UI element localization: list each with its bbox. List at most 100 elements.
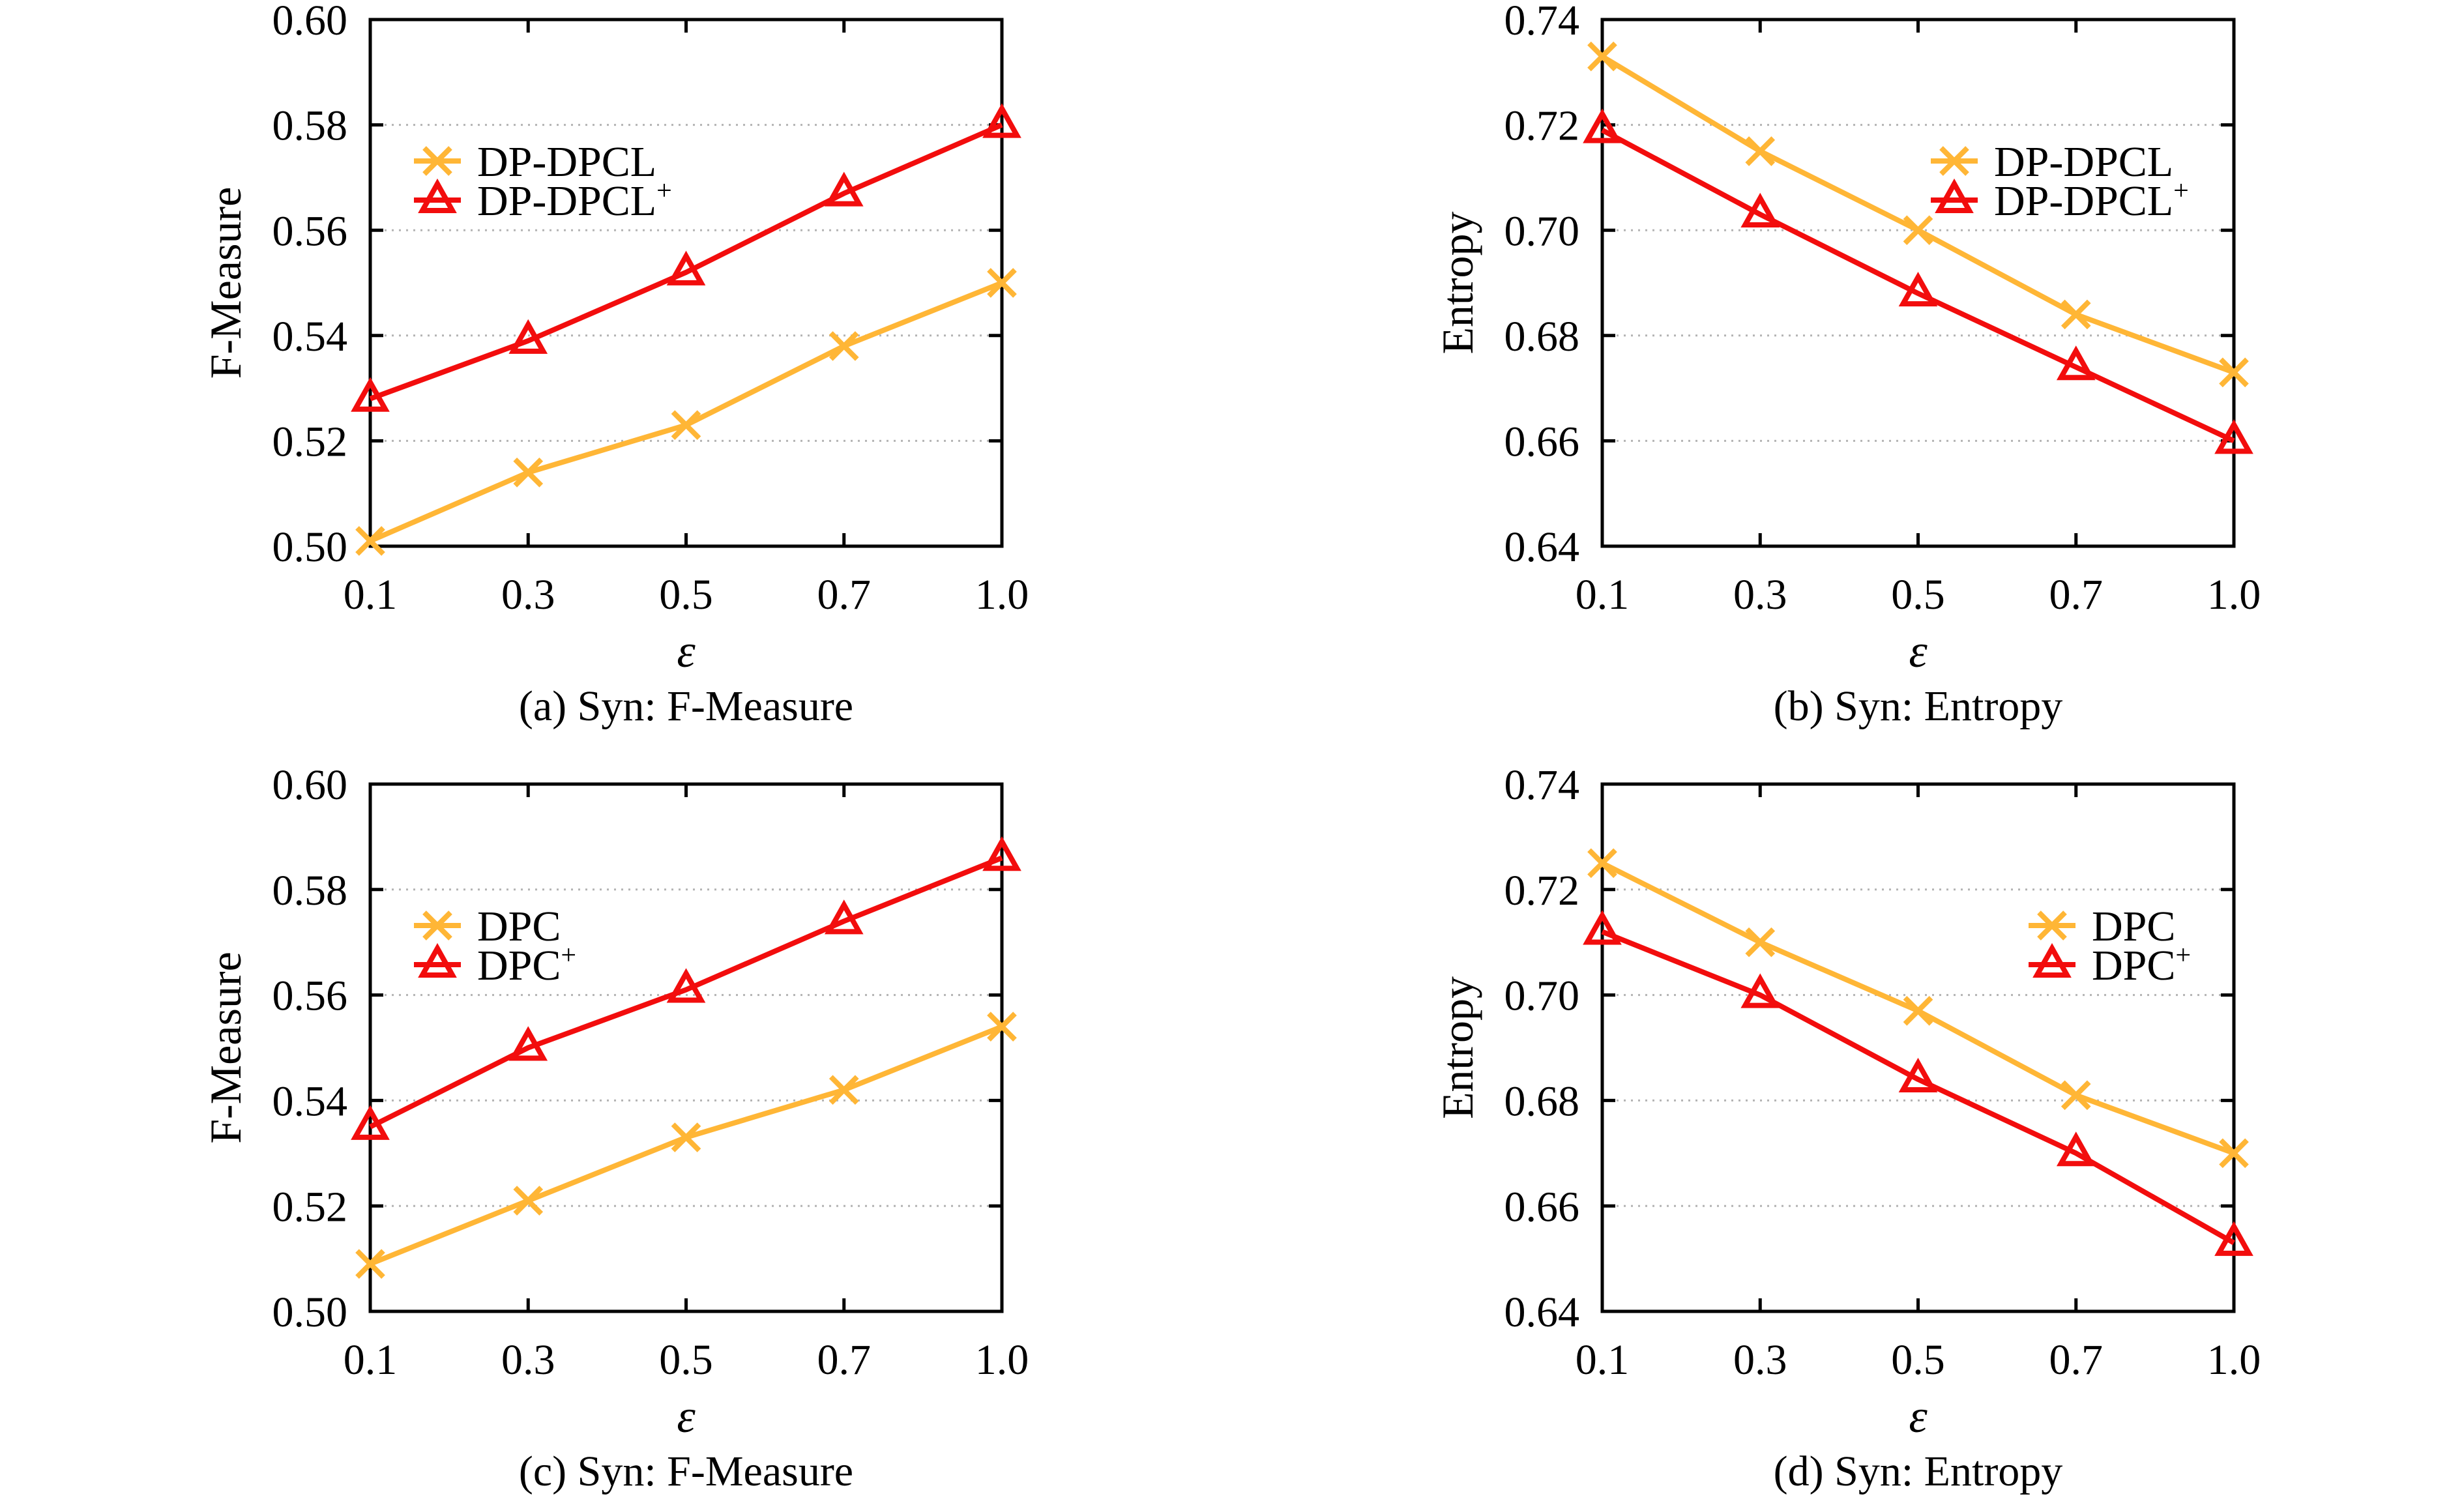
marker-triangle — [2056, 345, 2096, 381]
x-tick-label: 0.5 — [659, 1336, 713, 1384]
chart-a-syn-fmeasure: 0.50 0.52 0.54 0.56 0.58 0.60 0.1 0.3 0.5 0.7 1.0 F… — [201, 0, 1029, 677]
tick-marks — [1602, 20, 2234, 546]
series-line — [1601, 128, 2235, 444]
x-tick-label: 0.1 — [344, 1336, 398, 1384]
marker-triangle — [1740, 973, 1780, 1008]
y-tick-label: 0.56 — [272, 207, 348, 255]
marker-cross — [422, 911, 452, 941]
marker-cross — [422, 146, 452, 176]
series-line — [369, 1024, 1003, 1266]
chart-b-syn-entropy: 0.64 0.66 0.68 0.70 0.72 0.74 0.1 0.3 0.5 0.7 1.0 E… — [1433, 0, 2261, 677]
y-tick-labels: 0.64 0.66 0.68 0.70 0.72 0.74 — [1504, 0, 1580, 571]
y-tick-label: 0.68 — [1504, 1078, 1580, 1126]
legend-label: DPC — [2092, 903, 2175, 950]
x-tick-label: 1.0 — [2207, 571, 2261, 619]
marker-cross — [671, 1122, 701, 1152]
series-DPC — [1587, 848, 2249, 1169]
legend-label: DPC+ — [477, 941, 576, 989]
x-tick-labels: 0.1 0.3 0.5 0.7 1.0 — [1576, 571, 2261, 619]
marker-triangle — [824, 899, 864, 935]
marker-cross — [355, 1249, 385, 1279]
gridlines — [370, 888, 1002, 1207]
x-axis-label-epsilon: ε — [677, 1390, 696, 1442]
marker-triangle — [1740, 192, 1780, 227]
y-tick-label: 0.74 — [1504, 761, 1580, 809]
plot-border — [1600, 18, 2236, 548]
plot-border — [1600, 782, 2236, 1313]
marker-cross — [355, 526, 385, 556]
series-line — [369, 280, 1003, 544]
y-tick-label: 0.50 — [272, 1289, 348, 1336]
y-tick-label: 0.52 — [272, 418, 348, 466]
series-DPC — [355, 1012, 1017, 1279]
y-tick-label: 0.54 — [272, 1078, 348, 1126]
marker-cross — [2037, 911, 2067, 941]
y-axis-label: Entropy — [1433, 211, 1482, 354]
legend-label: DPC — [477, 903, 561, 950]
x-tick-labels: 0.1 0.3 0.5 0.7 1.0 — [344, 571, 1029, 619]
marker-triangle — [351, 1105, 390, 1140]
marker-cross — [2219, 357, 2249, 388]
y-tick-label: 0.68 — [1504, 313, 1580, 360]
x-tick-label: 0.1 — [1576, 571, 1630, 619]
marker-cross — [1745, 136, 1776, 166]
x-tick-label: 1.0 — [975, 571, 1029, 619]
marker-triangle — [824, 171, 864, 207]
marker-triangle — [508, 1026, 548, 1061]
marker-triangle — [1898, 1057, 1938, 1093]
marker-cross — [829, 331, 859, 361]
gridlines — [370, 124, 1002, 442]
y-tick-label: 0.72 — [1504, 102, 1580, 150]
marker-cross — [1745, 927, 1776, 957]
y-tick-label: 0.58 — [272, 102, 348, 150]
caption-d: (d) Syn: Entropy — [1773, 1448, 2063, 1495]
x-tick-label: 0.5 — [659, 571, 713, 619]
legend-label: DP-DPCL — [1994, 138, 2173, 186]
x-tick-label: 0.3 — [501, 571, 555, 619]
panel-d: 0.64 0.66 0.68 0.70 0.72 0.74 0.1 0.3 0.5 0.7 1.0 E… — [1232, 752, 2464, 1503]
tick-marks — [1602, 784, 2234, 1311]
panel-b: 0.64 0.66 0.68 0.70 0.72 0.74 0.1 0.3 0.5 0.7 1.0 E… — [1232, 0, 2464, 752]
panel-a: 0.50 0.52 0.54 0.56 0.58 0.60 0.1 0.3 0.5 0.7 1.0 F… — [0, 0, 1232, 752]
marker-cross — [987, 268, 1017, 298]
y-tick-label: 0.60 — [272, 0, 348, 44]
caption-b: (b) Syn: Entropy — [1773, 682, 2063, 730]
y-tick-label: 0.60 — [272, 761, 348, 809]
marker-cross — [1903, 996, 1933, 1026]
y-axis-label: Entropy — [1433, 976, 1482, 1119]
y-tick-label: 0.66 — [1504, 418, 1580, 466]
legend-label: DPC+ — [2092, 941, 2191, 989]
tick-marks — [370, 784, 1002, 1311]
legend-label: DP-DPCL+ — [477, 176, 672, 225]
y-tick-label: 0.66 — [1504, 1183, 1580, 1231]
y-tick-labels: 0.50 0.52 0.54 0.56 0.58 0.60 — [272, 0, 348, 571]
marker-cross — [987, 1012, 1017, 1042]
x-axis-label-epsilon: ε — [1909, 625, 1928, 677]
marker-cross — [829, 1075, 859, 1105]
x-tick-labels: 0.1 0.3 0.5 0.7 1.0 — [344, 1336, 1029, 1384]
legend-label: DP-DPCL+ — [1994, 176, 2189, 225]
x-tick-label: 0.7 — [2049, 1336, 2104, 1384]
marker-cross — [671, 410, 701, 440]
series-DP-DPCL+ — [1583, 108, 2253, 454]
y-axis-label: F-Measure — [201, 187, 250, 379]
marker-triangle — [2214, 1221, 2253, 1256]
x-tick-label: 0.1 — [344, 571, 398, 619]
marker-triangle — [982, 103, 1021, 138]
y-tick-label: 0.64 — [1504, 1289, 1580, 1336]
y-tick-label: 0.58 — [272, 867, 348, 914]
series-DP-DPCL — [355, 268, 1017, 556]
x-tick-label: 0.3 — [1733, 571, 1787, 619]
chart-c-syn-fmeasure: 0.50 0.52 0.54 0.56 0.58 0.60 0.1 0.3 0.5 0.7 1.0 F… — [201, 761, 1029, 1442]
marker-cross — [2219, 1138, 2249, 1169]
x-tick-label: 0.5 — [1891, 1336, 1945, 1384]
y-tick-label: 0.50 — [272, 523, 348, 571]
x-tick-label: 0.7 — [817, 571, 872, 619]
y-tick-label: 0.70 — [1504, 972, 1580, 1020]
marker-cross — [1587, 41, 1617, 72]
marker-triangle — [1583, 108, 1622, 143]
marker-triangle — [666, 968, 706, 1003]
